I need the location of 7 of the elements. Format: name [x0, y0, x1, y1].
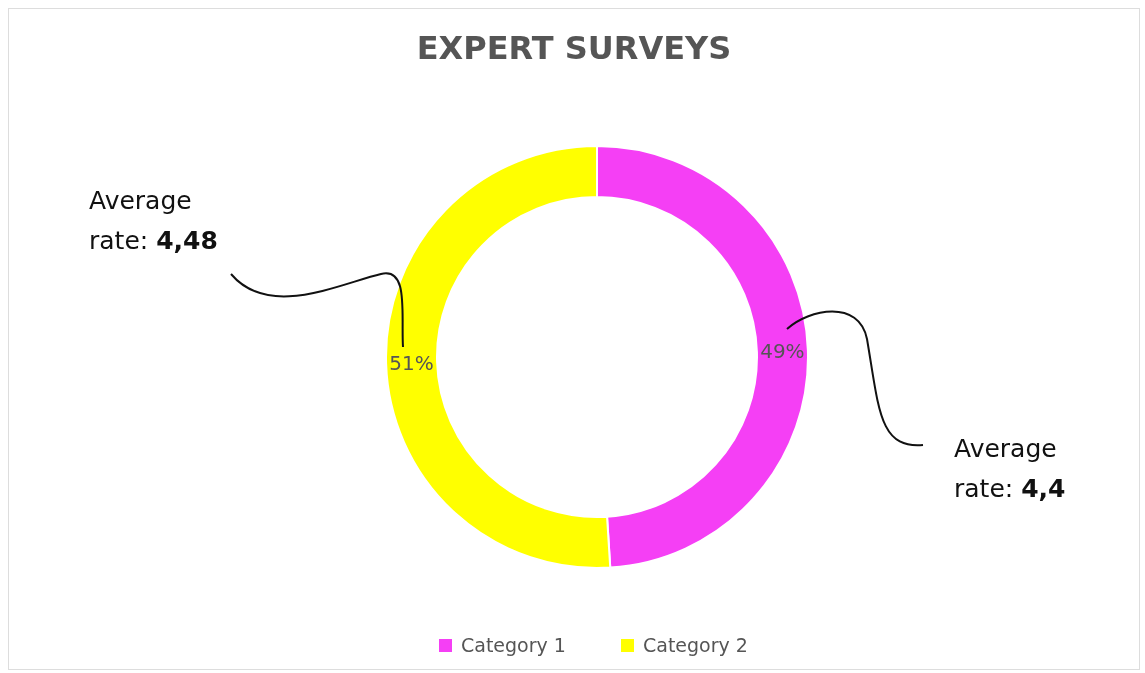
text: Average rate: 4,4: [954, 434, 1066, 503]
legend-label: Category 2: [643, 634, 748, 656]
chart-title: EXPERT SURVEYS: [416, 29, 732, 67]
data-label: 49%: [760, 339, 805, 364]
legend-label: Category 1: [461, 634, 566, 656]
text: Average rate: 4,48: [89, 186, 218, 255]
data-label: 51%: [389, 350, 434, 375]
